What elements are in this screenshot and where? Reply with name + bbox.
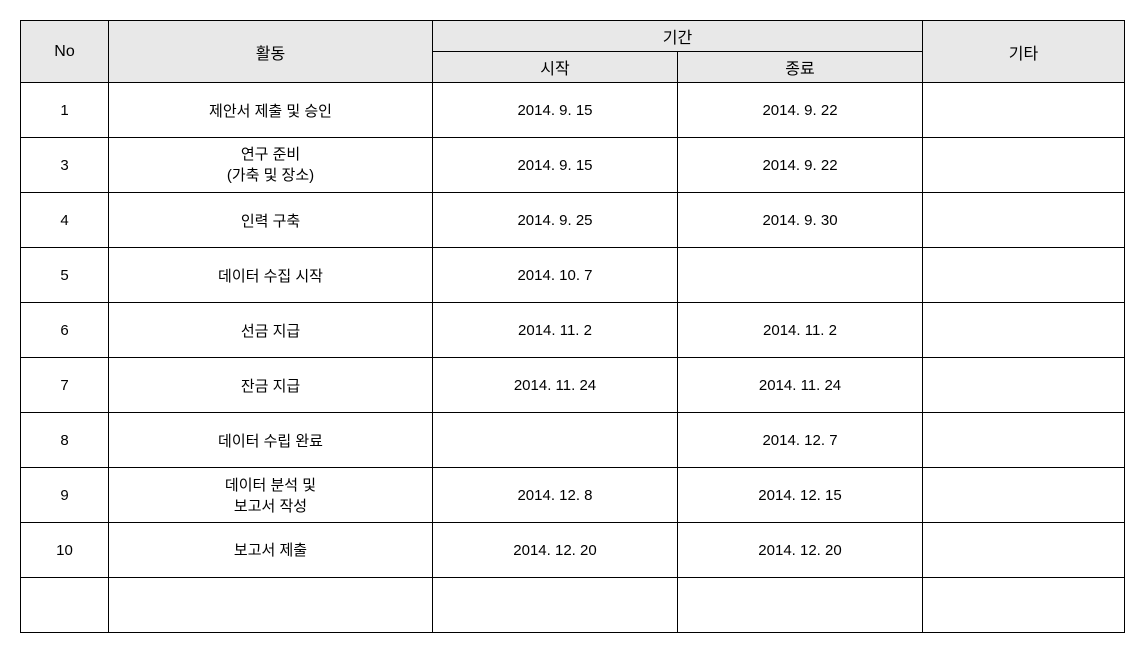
cell-end: 2014. 11. 2 <box>678 303 923 358</box>
cell-etc <box>923 83 1125 138</box>
header-activity: 활동 <box>109 21 433 83</box>
cell-start: 2014. 11. 2 <box>433 303 678 358</box>
header-etc: 기타 <box>923 21 1125 83</box>
cell-no: 8 <box>21 413 109 468</box>
cell-no: 1 <box>21 83 109 138</box>
cell-start: 2014. 12. 20 <box>433 523 678 578</box>
table-row <box>21 578 1125 633</box>
cell-no: 3 <box>21 138 109 193</box>
cell-no <box>21 578 109 633</box>
cell-end: 2014. 9. 22 <box>678 138 923 193</box>
cell-start: 2014. 10. 7 <box>433 248 678 303</box>
cell-start: 2014. 9. 15 <box>433 83 678 138</box>
cell-end: 2014. 9. 30 <box>678 193 923 248</box>
cell-no: 9 <box>21 468 109 523</box>
cell-activity: 데이터 분석 및보고서 작성 <box>109 468 433 523</box>
cell-no: 5 <box>21 248 109 303</box>
cell-etc <box>923 523 1125 578</box>
table-row: 7 잔금 지급 2014. 11. 24 2014. 11. 24 <box>21 358 1125 413</box>
cell-end: 2014. 11. 24 <box>678 358 923 413</box>
header-no: No <box>21 21 109 83</box>
table-row: 4 인력 구축 2014. 9. 25 2014. 9. 30 <box>21 193 1125 248</box>
cell-activity: 인력 구축 <box>109 193 433 248</box>
header-period: 기간 <box>433 21 923 52</box>
cell-activity: 데이터 수집 시작 <box>109 248 433 303</box>
table-header: No 활동 기간 기타 시작 종료 <box>21 21 1125 83</box>
cell-end: 2014. 12. 7 <box>678 413 923 468</box>
cell-etc <box>923 303 1125 358</box>
cell-etc <box>923 413 1125 468</box>
cell-start: 2014. 11. 24 <box>433 358 678 413</box>
cell-etc <box>923 468 1125 523</box>
table-row: 6 선금 지급 2014. 11. 2 2014. 11. 2 <box>21 303 1125 358</box>
cell-activity: 잔금 지급 <box>109 358 433 413</box>
table-row: 9 데이터 분석 및보고서 작성 2014. 12. 8 2014. 12. 1… <box>21 468 1125 523</box>
cell-etc <box>923 193 1125 248</box>
cell-start: 2014. 9. 25 <box>433 193 678 248</box>
table-row: 8 데이터 수립 완료 2014. 12. 7 <box>21 413 1125 468</box>
cell-start <box>433 413 678 468</box>
cell-no: 7 <box>21 358 109 413</box>
cell-no: 4 <box>21 193 109 248</box>
cell-activity: 선금 지급 <box>109 303 433 358</box>
cell-activity <box>109 578 433 633</box>
table-row: 5 데이터 수집 시작 2014. 10. 7 <box>21 248 1125 303</box>
table-row: 10 보고서 제출 2014. 12. 20 2014. 12. 20 <box>21 523 1125 578</box>
cell-activity: 데이터 수립 완료 <box>109 413 433 468</box>
cell-activity: 제안서 제출 및 승인 <box>109 83 433 138</box>
cell-activity: 보고서 제출 <box>109 523 433 578</box>
cell-start <box>433 578 678 633</box>
table-row: 3 연구 준비(가축 및 장소) 2014. 9. 15 2014. 9. 22 <box>21 138 1125 193</box>
cell-start: 2014. 9. 15 <box>433 138 678 193</box>
cell-start: 2014. 12. 8 <box>433 468 678 523</box>
cell-end: 2014. 12. 15 <box>678 468 923 523</box>
cell-end: 2014. 9. 22 <box>678 83 923 138</box>
cell-etc <box>923 138 1125 193</box>
cell-no: 6 <box>21 303 109 358</box>
header-end: 종료 <box>678 52 923 83</box>
cell-etc <box>923 578 1125 633</box>
header-start: 시작 <box>433 52 678 83</box>
cell-end <box>678 248 923 303</box>
schedule-table: No 활동 기간 기타 시작 종료 1 제안서 제출 및 승인 2014. 9.… <box>20 20 1125 633</box>
table-body: 1 제안서 제출 및 승인 2014. 9. 15 2014. 9. 22 3 … <box>21 83 1125 633</box>
cell-activity: 연구 준비(가축 및 장소) <box>109 138 433 193</box>
cell-etc <box>923 248 1125 303</box>
cell-end: 2014. 12. 20 <box>678 523 923 578</box>
cell-no: 10 <box>21 523 109 578</box>
table-row: 1 제안서 제출 및 승인 2014. 9. 15 2014. 9. 22 <box>21 83 1125 138</box>
cell-etc <box>923 358 1125 413</box>
cell-end <box>678 578 923 633</box>
